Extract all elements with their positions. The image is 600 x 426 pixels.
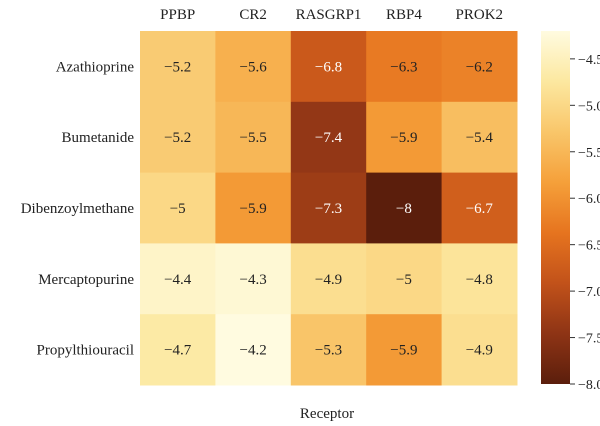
cell-value-label: −7.3 (315, 201, 342, 217)
cell-value-label: −4.9 (315, 272, 342, 288)
x-tick-label: PPBP (160, 7, 195, 23)
heatmap-cell (366, 243, 443, 315)
heatmap-cell (366, 172, 443, 244)
heatmap-cell (215, 172, 292, 244)
heatmap-cell (366, 314, 443, 386)
cell-value-label: −5.3 (315, 343, 342, 359)
cell-value-label: −5.2 (164, 59, 191, 75)
colorbar-tick-label: −7.5 (578, 332, 600, 347)
y-tick-label: Propylthiouracil (37, 343, 135, 359)
heatmap-cell (290, 101, 367, 174)
heatmap-cell (140, 314, 216, 386)
heatmap-cells (140, 31, 518, 386)
heatmap-cell (290, 314, 367, 386)
cell-value-label: −4.9 (466, 343, 493, 359)
cell-value-label: −5.2 (164, 130, 191, 146)
x-tick-label: PROK2 (456, 7, 504, 23)
cell-value-label: −6.2 (466, 59, 493, 75)
colorbar-tick-label: −4.5 (578, 53, 600, 68)
cell-value-label: −5.9 (239, 201, 266, 217)
y-tick-label: Dibenzoylmethane (21, 201, 135, 217)
heatmap-cell (215, 243, 292, 315)
heatmap-cell (140, 172, 216, 244)
cell-value-label: −4.2 (239, 343, 266, 359)
cell-value-label: −4.8 (466, 272, 493, 288)
cell-value-label: −5 (170, 201, 186, 217)
heatmap-cell (441, 314, 518, 386)
heatmap-cell (140, 101, 216, 174)
cell-value-label: −5 (396, 272, 412, 288)
colorbar-tick-label: −7.0 (578, 285, 600, 300)
x-axis-title: Receptor (300, 406, 354, 422)
cell-value-label: −5.4 (466, 130, 494, 146)
heatmap-cell (441, 31, 518, 103)
cell-value-label: −8 (396, 201, 412, 217)
y-tick-label: Azathioprine (56, 59, 135, 75)
x-axis-tick-labels: PPBP CR2 RASGRP1 RBP4 PROK2 (160, 7, 503, 23)
heatmap-cell (441, 243, 518, 315)
x-tick-label: CR2 (239, 7, 267, 23)
heatmap-cell (140, 31, 216, 103)
cell-value-label: −6.3 (390, 59, 417, 75)
heatmap-cell (215, 314, 292, 386)
cell-value-label: −5.6 (239, 59, 267, 75)
x-tick-label: RBP4 (386, 7, 422, 23)
cell-value-label: −7.4 (315, 130, 343, 146)
colorbar-tick-labels: −4.5 −5.0 −5.5 −6.0 −6.5 −7.0 −7.5 −8.0 (570, 53, 600, 393)
heatmap-cell (366, 101, 443, 174)
cell-value-label: −6.7 (466, 201, 494, 217)
heatmap-cell (290, 243, 367, 315)
heatmap-cell (290, 172, 367, 244)
heatmap-cell (215, 101, 292, 174)
cell-value-label: −5.9 (390, 130, 417, 146)
cell-value-label: −4.3 (239, 272, 266, 288)
x-tick-label: RASGRP1 (296, 7, 362, 23)
y-tick-label: Mercaptopurine (38, 272, 134, 288)
colorbar-tick-label: −5.5 (578, 146, 600, 161)
cell-value-label: −4.4 (164, 272, 192, 288)
heatmap-cell (441, 101, 518, 174)
cell-value-label: −5.9 (390, 343, 417, 359)
y-tick-label: Bumetanide (62, 130, 135, 146)
cell-value-label: −4.7 (164, 343, 192, 359)
heatmap-cell (441, 172, 518, 244)
y-axis-tick-labels: Azathioprine Bumetanide Dibenzoylmethane Me… (21, 59, 135, 358)
colorbar-tick-label: −6.0 (578, 192, 600, 207)
colorbar (541, 31, 570, 384)
colorbar-tick-label: −8.0 (578, 378, 600, 393)
colorbar-tick-label: −5.0 (578, 99, 600, 114)
heatmap-cell (140, 243, 216, 315)
cell-value-label: −6.8 (315, 59, 342, 75)
heatmap-cell (290, 31, 367, 103)
colorbar-tick-label: −6.5 (578, 239, 600, 254)
heatmap-cell (366, 31, 443, 103)
heatmap-cell-labels: −5.2 −5.6 −6.8 −6.3 −6.2 −5.2 −5.5 −7.4 −5.9 −5.4… (164, 59, 493, 358)
cell-value-label: −5.5 (239, 130, 266, 146)
heatmap-cell (215, 31, 292, 103)
